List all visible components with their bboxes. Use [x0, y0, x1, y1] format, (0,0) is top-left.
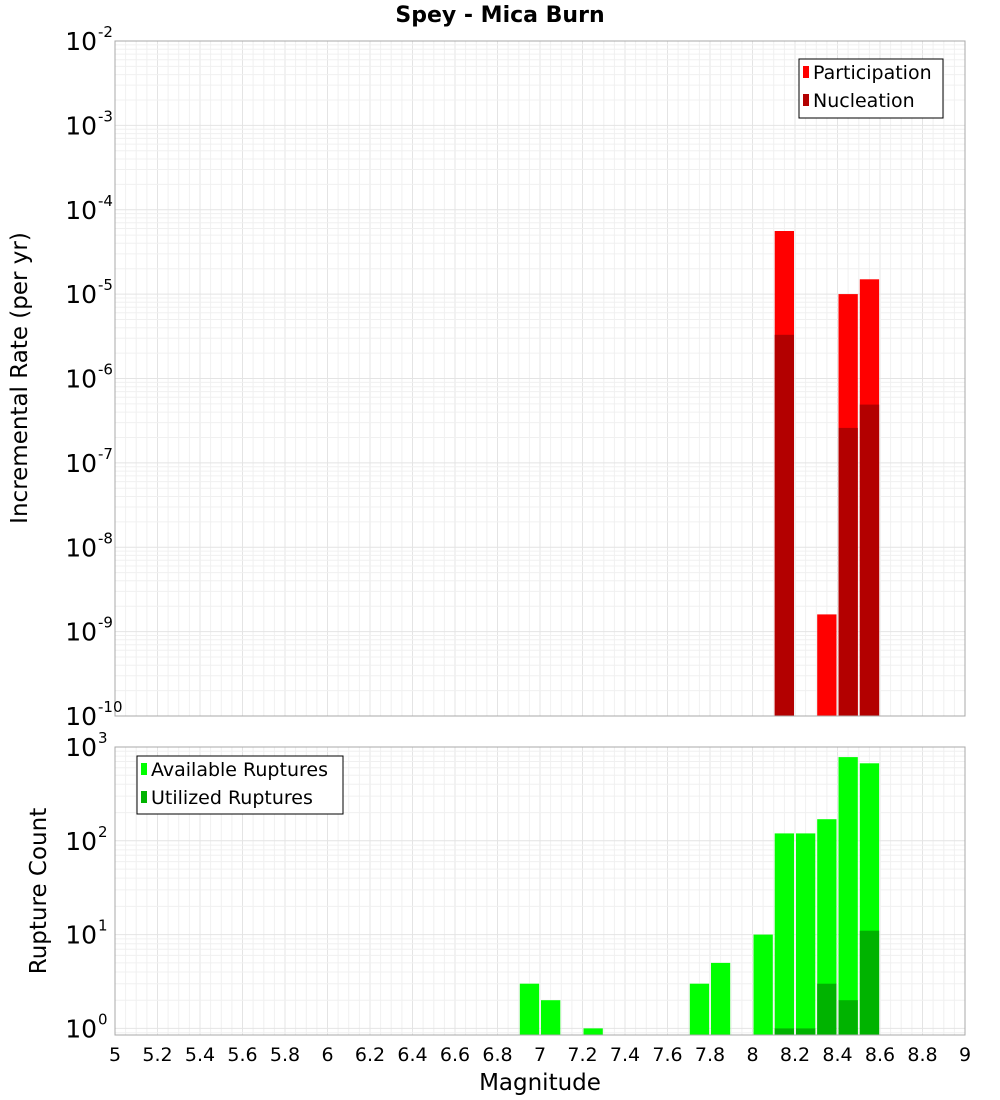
rate-legend-label: Nucleation	[813, 90, 915, 112]
count-bar-available-ruptures	[796, 833, 816, 1035]
x-tick-label: 7.4	[610, 1044, 640, 1066]
count-bar-available-ruptures	[583, 1028, 603, 1035]
x-tick-label: 8.2	[780, 1044, 810, 1066]
rate-panel-bars	[774, 231, 880, 716]
count-legend-label: Available Ruptures	[151, 759, 328, 781]
count-bar-available-ruptures	[817, 819, 837, 1035]
rate-legend-box	[798, 58, 944, 119]
count-legend-box	[136, 755, 344, 815]
count-bar-available-ruptures	[838, 757, 858, 1035]
count-y-tick-exp: 3	[98, 729, 108, 747]
x-tick-label: 5.4	[185, 1044, 215, 1066]
x-tick-label: 8.6	[865, 1044, 895, 1066]
count-bar-utilized-ruptures	[774, 1028, 794, 1035]
rate-y-tick-exp: -7	[98, 445, 113, 463]
rate-y-tick-base: 10	[65, 111, 97, 140]
count-legend-label: Utilized Ruptures	[151, 787, 313, 809]
rate-y-tick-exp: -8	[98, 529, 113, 547]
x-tick-label: 6	[321, 1044, 333, 1066]
count-y-tick-base: 10	[65, 1014, 97, 1043]
rate-panel-y-ticks: 10-210-310-410-510-610-710-810-910-10	[65, 23, 122, 731]
x-tick-label: 5.8	[270, 1044, 300, 1066]
count-panel-bars	[519, 757, 880, 1035]
rate-bar-nucleation	[859, 404, 880, 716]
count-bar-utilized-ruptures	[859, 930, 880, 1035]
x-tick-label: 5	[109, 1044, 121, 1066]
x-tick-label: 7	[534, 1044, 546, 1066]
rate-bar-nucleation	[838, 427, 858, 716]
rate-y-tick-exp: -6	[98, 361, 113, 379]
rate-y-tick-base: 10	[65, 449, 97, 478]
count-panel-x-ticks: 5 5.2 5.4 5.6 5.8 6 6.2 6.4 6.6 6.8 7 7.2 7.4 7.6 7.8 8…	[109, 1044, 971, 1066]
x-tick-label: 6.2	[355, 1044, 385, 1066]
rate-panel-grid	[114, 40, 966, 717]
rate-y-tick-base: 10	[65, 27, 97, 56]
count-panel-y-axis-label: Rupture Count	[26, 808, 52, 974]
x-tick-label: 7.2	[567, 1044, 597, 1066]
rate-legend-swatch	[803, 66, 809, 78]
rate-bar-nucleation	[774, 334, 794, 716]
x-tick-label: 8	[746, 1044, 758, 1066]
count-legend-swatch	[141, 791, 147, 803]
x-tick-label: 6.4	[397, 1044, 427, 1066]
count-bar-available-ruptures	[753, 934, 773, 1035]
x-tick-label: 5.2	[142, 1044, 172, 1066]
rate-y-tick-exp: -10	[98, 698, 123, 716]
count-panel-legend: Available Ruptures Utilized Ruptures	[136, 755, 344, 815]
rate-y-tick-exp: -4	[98, 192, 113, 210]
rate-y-tick-exp: -2	[98, 23, 113, 41]
x-tick-label: 8.4	[822, 1044, 852, 1066]
x-tick-label: 8.8	[907, 1044, 937, 1066]
rate-panel-frame	[114, 40, 966, 717]
rate-bar-participation	[817, 614, 837, 716]
count-y-tick-base: 10	[65, 733, 97, 762]
count-bar-available-ruptures	[519, 983, 540, 1035]
count-bar-utilized-ruptures	[838, 1000, 858, 1035]
rate-legend-label: Participation	[813, 62, 932, 84]
count-legend-swatch	[141, 763, 147, 775]
rate-panel: 10-210-310-410-510-610-710-810-910-10 In…	[7, 23, 966, 731]
rate-y-tick-exp: -9	[98, 614, 113, 632]
x-tick-label: 5.6	[227, 1044, 257, 1066]
count-y-tick-exp: 2	[98, 823, 108, 841]
count-bar-available-ruptures	[689, 983, 710, 1035]
rate-y-tick-base: 10	[65, 365, 97, 394]
x-tick-label: 7.8	[695, 1044, 725, 1066]
rate-y-tick-base: 10	[65, 618, 97, 647]
rate-y-tick-base: 10	[65, 196, 97, 225]
rate-legend-swatch	[803, 94, 809, 106]
x-tick-label: 6.6	[440, 1044, 470, 1066]
rate-panel-legend: Participation Nucleation	[798, 58, 944, 119]
rate-y-tick-exp: -3	[98, 107, 113, 125]
chart-title: Spey - Mica Burn	[395, 3, 604, 28]
rate-y-tick-base: 10	[65, 280, 97, 309]
count-y-tick-base: 10	[65, 921, 97, 950]
x-tick-label: 6.8	[482, 1044, 512, 1066]
x-tick-label: 7.6	[652, 1044, 682, 1066]
count-bar-utilized-ruptures	[796, 1028, 816, 1035]
rate-y-tick-exp: -5	[98, 276, 113, 294]
rate-y-tick-base: 10	[65, 702, 97, 731]
count-bar-available-ruptures	[541, 1000, 561, 1035]
count-y-tick-exp: 0	[98, 1010, 108, 1028]
count-y-tick-exp: 1	[98, 917, 108, 935]
count-panel-frame	[114, 746, 966, 1036]
count-y-tick-base: 10	[65, 827, 97, 856]
rate-y-tick-base: 10	[65, 533, 97, 562]
count-bar-available-ruptures	[774, 833, 794, 1035]
x-tick-label: 9	[959, 1044, 971, 1066]
rate-panel-y-axis-label: Incremental Rate (per yr)	[7, 232, 33, 524]
count-bar-available-ruptures	[711, 962, 731, 1035]
x-axis-label: Magnitude	[479, 1070, 601, 1096]
count-bar-utilized-ruptures	[817, 983, 837, 1035]
